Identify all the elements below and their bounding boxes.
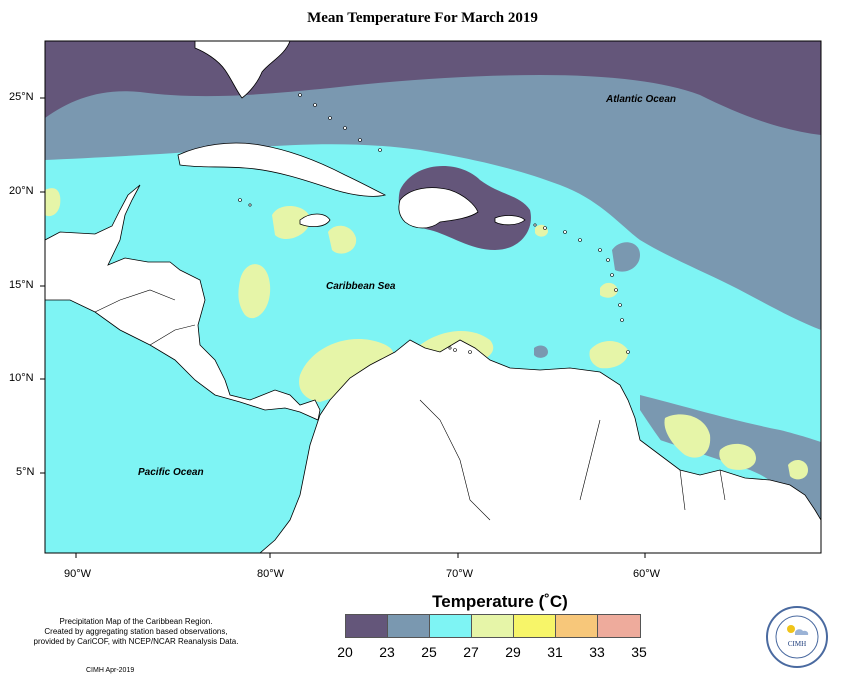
warm-patch-6: [589, 341, 629, 369]
land-cuba: [177, 142, 387, 197]
legend-tick-label: 29: [505, 644, 521, 660]
band-dark-small: [612, 242, 640, 272]
warm-patch-4: [299, 339, 394, 402]
map-credit: CIMH Apr-2019: [86, 667, 135, 674]
lat-label-25n: 25°N: [9, 91, 34, 103]
legend-swatch: [430, 615, 472, 637]
island-dots: [238, 93, 630, 354]
lat-label-20n: 20°N: [9, 185, 34, 197]
legend-swatch: [388, 615, 430, 637]
legend-title: Temperature (˚C): [432, 592, 568, 611]
warm-patch-8: [600, 282, 618, 298]
lon-label-80w: 80°W: [257, 568, 285, 580]
warm-patch-12: [788, 459, 808, 480]
legend-tick-label: 27: [463, 644, 479, 660]
land-jamaica: [299, 213, 331, 228]
legend-swatch: [472, 615, 514, 637]
label-pacific-ocean: Pacific Ocean: [138, 467, 204, 478]
lat-label-5n: 5°N: [16, 466, 35, 478]
lat-label-15n: 15°N: [9, 279, 34, 291]
logo-text: CIMH: [788, 640, 806, 648]
warm-patch-1: [272, 205, 310, 240]
lat-label-10n: 10°N: [9, 372, 34, 384]
map-title: Mean Temperature For March 2019: [307, 10, 538, 26]
cloud-icon: [795, 629, 809, 635]
note-line-3: provided by CariCOF, with NCEP/NCAR Rean…: [33, 637, 239, 646]
legend-tick-label: 25: [421, 644, 437, 660]
warm-patch-7: [45, 188, 61, 217]
map-note: Precipitation Map of the Caribbean Regio…: [16, 617, 256, 647]
band-blue-gray: [45, 41, 821, 330]
note-line-2: Created by aggregating station based obs…: [44, 627, 228, 636]
lon-label-70w: 70°W: [446, 568, 474, 580]
land-south-america: [259, 339, 821, 553]
map-frame: [44, 40, 822, 554]
legend-tick-label: 33: [589, 644, 605, 660]
label-atlantic-ocean: Atlantic Ocean: [606, 94, 677, 105]
warm-patch-10: [664, 414, 711, 458]
land-central-america: [45, 184, 321, 421]
land-hispaniola: [398, 187, 479, 229]
legend-swatch: [598, 615, 640, 637]
warm-patch-3: [238, 264, 271, 319]
legend-swatch: [346, 615, 388, 637]
land-florida: [194, 41, 291, 99]
legend-swatch: [514, 615, 556, 637]
warm-patch-11: [719, 443, 756, 470]
lon-label-90w: 90°W: [64, 568, 92, 580]
cimh-logo: CIMH: [766, 606, 828, 668]
legend-tick-label: 20: [337, 644, 353, 660]
band-dark-tiny: [534, 345, 548, 358]
legend-color-bar: [345, 614, 641, 638]
warm-patch-2: [328, 225, 357, 254]
legend-tick-label: 23: [379, 644, 395, 660]
sun-icon: [787, 625, 795, 633]
lon-label-60w: 60°W: [633, 568, 661, 580]
land-puerto-rico: [494, 215, 526, 226]
label-caribbean-sea: Caribbean Sea: [326, 281, 396, 292]
legend-tick-label: 31: [547, 644, 563, 660]
legend-tick-label: 35: [631, 644, 647, 660]
border-lines: [94, 289, 726, 521]
note-line-1: Precipitation Map of the Caribbean Regio…: [59, 617, 213, 626]
legend-swatch: [556, 615, 598, 637]
